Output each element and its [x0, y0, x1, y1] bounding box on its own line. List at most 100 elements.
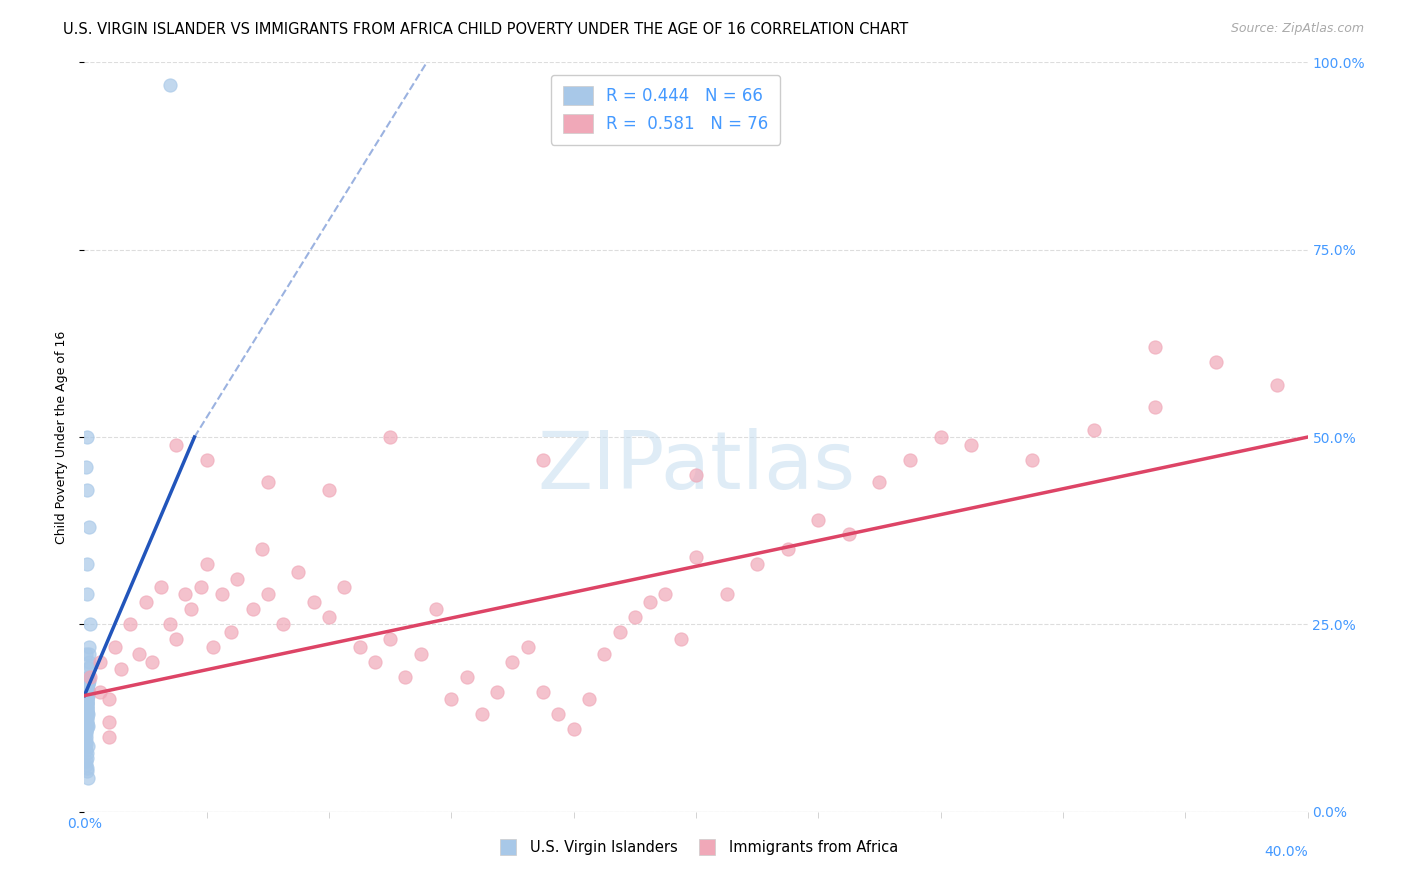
Point	[77, 673, 100, 688]
Point	[1265, 377, 1288, 392]
Point	[174, 587, 197, 601]
Point	[79, 617, 101, 632]
Point	[77, 707, 100, 722]
Point	[776, 542, 799, 557]
Point	[128, 648, 150, 662]
Point	[75, 689, 97, 703]
Point	[75, 737, 97, 751]
Point	[76, 764, 98, 778]
Point	[318, 483, 340, 497]
Point	[77, 718, 100, 732]
Point	[257, 587, 280, 601]
Point	[75, 723, 97, 737]
Point	[76, 696, 98, 710]
Point	[562, 723, 585, 737]
Point	[75, 758, 97, 772]
Point	[76, 587, 98, 601]
Point	[77, 520, 100, 534]
Point	[75, 730, 97, 744]
Point	[97, 692, 120, 706]
Point	[75, 726, 97, 740]
Point	[960, 437, 983, 451]
Point	[97, 730, 120, 744]
Point	[257, 475, 280, 489]
Point	[76, 771, 98, 785]
Text: U.S. VIRGIN ISLANDER VS IMMIGRANTS FROM AFRICA CHILD POVERTY UNDER THE AGE OF 16: U.S. VIRGIN ISLANDER VS IMMIGRANTS FROM …	[63, 22, 908, 37]
Point	[654, 587, 676, 601]
Point	[77, 673, 100, 688]
Point	[195, 558, 218, 572]
Point	[76, 711, 98, 725]
Point	[159, 78, 181, 92]
Point	[76, 706, 98, 720]
Point	[104, 640, 127, 654]
Point	[97, 714, 120, 729]
Point	[76, 558, 98, 572]
Point	[76, 718, 98, 732]
Point	[195, 452, 218, 467]
Point	[364, 655, 387, 669]
Point	[76, 704, 98, 718]
Point	[685, 467, 707, 482]
Point	[578, 692, 600, 706]
Point	[869, 475, 891, 489]
Point	[838, 527, 860, 541]
Point	[669, 632, 692, 647]
Point	[76, 761, 98, 775]
Point	[318, 610, 340, 624]
Point	[77, 655, 100, 669]
Point	[76, 696, 98, 710]
Point	[516, 640, 538, 654]
Point	[76, 689, 98, 703]
Point	[1205, 355, 1227, 369]
Point	[76, 704, 98, 718]
Point	[593, 648, 616, 662]
Point	[75, 681, 97, 695]
Text: 40.0%: 40.0%	[1264, 846, 1308, 859]
Point	[190, 580, 212, 594]
Point	[77, 677, 100, 691]
Point	[76, 670, 98, 684]
Point	[165, 437, 187, 451]
Point	[250, 542, 273, 557]
Point	[76, 711, 98, 725]
Point	[807, 512, 830, 526]
Point	[929, 430, 952, 444]
Point	[149, 580, 172, 594]
Point	[394, 670, 416, 684]
Point	[75, 648, 97, 662]
Point	[747, 558, 769, 572]
Point	[486, 685, 509, 699]
Point	[76, 692, 98, 706]
Point	[77, 648, 100, 662]
Point	[685, 549, 707, 564]
Point	[76, 483, 98, 497]
Point	[76, 699, 98, 714]
Point	[76, 707, 98, 722]
Point	[409, 648, 432, 662]
Point	[77, 677, 100, 691]
Point	[180, 602, 202, 616]
Point	[76, 681, 98, 695]
Point	[226, 573, 249, 587]
Point	[302, 595, 325, 609]
Point	[609, 624, 631, 639]
Point	[76, 701, 98, 715]
Point	[531, 452, 554, 467]
Point	[76, 751, 98, 765]
Text: ZIPatlas: ZIPatlas	[537, 428, 855, 506]
Point	[120, 617, 142, 632]
Point	[242, 602, 264, 616]
Point	[456, 670, 478, 684]
Point	[1021, 452, 1043, 467]
Point	[349, 640, 371, 654]
Point	[75, 711, 97, 725]
Point	[211, 587, 233, 601]
Point	[76, 696, 98, 710]
Point	[76, 683, 98, 698]
Point	[440, 692, 463, 706]
Point	[380, 430, 402, 444]
Legend: U.S. Virgin Islanders, Immigrants from Africa: U.S. Virgin Islanders, Immigrants from A…	[488, 834, 904, 861]
Point	[76, 689, 98, 703]
Point	[76, 746, 98, 760]
